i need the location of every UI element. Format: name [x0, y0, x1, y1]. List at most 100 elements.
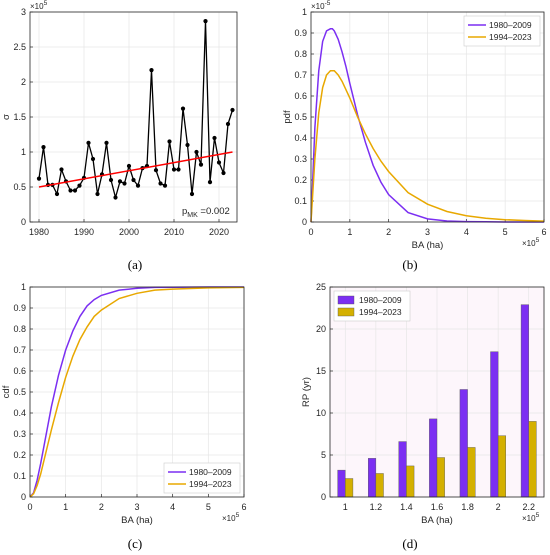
data-point-a-12 — [90, 156, 96, 162]
x-exponent-c: ×105 — [222, 512, 240, 523]
y-tick-label-a: 3 — [21, 7, 26, 17]
bar-d-s0-1 — [368, 458, 377, 498]
bar-d-s1-1 — [375, 473, 384, 498]
legend-swatch-d-1 — [337, 307, 355, 317]
x-tick-label-a: 1990 — [74, 227, 94, 237]
data-point-a-35 — [194, 149, 199, 155]
y-tick-label-d: 15 — [316, 366, 326, 376]
data-point-a-18 — [117, 179, 123, 184]
y-tick-label-b: 0.6 — [294, 91, 307, 101]
y-tick-label-b: 0.5 — [294, 112, 307, 122]
y-exponent-b: ×10-5 — [311, 0, 331, 11]
data-point-a-1 — [41, 145, 46, 150]
data-point-a-21 — [131, 177, 136, 183]
trend-line-a — [38, 151, 233, 188]
bar-d-s1-2 — [406, 465, 415, 498]
y-axis-label-a: σ — [1, 114, 12, 120]
data-point-a-0 — [36, 176, 42, 181]
y-tick-label-b: 0.7 — [294, 70, 307, 80]
legend-entry-b-0: 1980–2009 — [489, 20, 532, 30]
bar-d-s0-0 — [337, 469, 346, 498]
data-point-a-39 — [212, 135, 217, 141]
axes-frame-d — [329, 286, 545, 498]
bar-d-s1-4 — [467, 447, 476, 498]
legend-entry-b-1: 1994–2023 — [489, 32, 532, 42]
y-axis-label-c: cdf — [1, 385, 12, 398]
y-tick-label-a: 1 — [21, 147, 26, 157]
y-tick-label-a: 2 — [21, 77, 26, 87]
x-tick-label-b: 0 — [308, 227, 313, 237]
x-tick-label-d: 1.6 — [431, 502, 444, 512]
x-tick-label-c: 4 — [170, 502, 175, 512]
y-tick-label-c: 0.3 — [13, 429, 26, 439]
x-tick-label-d: 2.2 — [522, 502, 535, 512]
data-point-a-33 — [185, 142, 190, 148]
data-point-a-41 — [221, 170, 226, 176]
x-tick-label-a: 1980 — [29, 227, 49, 237]
y-tick-label-d: 25 — [316, 282, 326, 292]
y-tick-label-c: 0.9 — [13, 303, 26, 313]
bar-d-s0-3 — [429, 418, 438, 498]
y-tick-label-b: 0 — [302, 217, 307, 227]
data-point-a-7 — [68, 188, 73, 193]
data-point-a-38 — [207, 180, 213, 185]
x-tick-label-c: 0 — [27, 502, 32, 512]
bar-d-s1-0 — [345, 478, 354, 498]
y-tick-label-c: 0.1 — [13, 471, 26, 481]
x-axis-label-d: BA (ha) — [421, 515, 453, 526]
x-tick-label-a: 2000 — [119, 227, 139, 237]
y-tick-label-a: 0 — [21, 217, 26, 227]
data-point-a-31 — [176, 167, 181, 172]
x-tick-label-b: 3 — [425, 227, 430, 237]
data-point-a-40 — [216, 160, 222, 165]
legend-entry-d-1: 1994–2023 — [359, 307, 402, 317]
x-tick-label-d: 1 — [343, 502, 348, 512]
y-tick-label-a: 2.5 — [13, 42, 26, 52]
y-tick-label-d: 20 — [316, 324, 326, 334]
legend-entry-c-0: 1980–2009 — [189, 467, 232, 477]
legend-box-b — [463, 15, 541, 47]
axes-frame-b — [310, 11, 545, 223]
y-tick-label-c: 0.7 — [13, 345, 26, 355]
data-point-a-26 — [153, 168, 159, 173]
y-tick-label-b: 0.8 — [294, 49, 307, 59]
x-tick-label-b: 5 — [503, 227, 508, 237]
data-point-a-36 — [198, 162, 204, 167]
series-line-b-1 — [310, 70, 545, 223]
data-point-a-25 — [149, 68, 154, 73]
x-tick-label-c: 5 — [206, 502, 211, 512]
bar-d-s1-3 — [436, 457, 445, 498]
y-tick-label-b: 0.2 — [294, 175, 307, 185]
y-tick-label-a: 1.5 — [13, 112, 26, 122]
legend-entry-d-0: 1980–2009 — [359, 295, 402, 305]
x-tick-label-b: 4 — [464, 227, 469, 237]
series-line-a-0 — [38, 21, 234, 201]
bar-d-s1-6 — [528, 421, 537, 498]
legend-entry-c-1: 1994–2023 — [189, 479, 232, 489]
panel-label-a: (a) — [128, 257, 142, 272]
bar-d-s0-2 — [398, 441, 407, 498]
y-tick-label-c: 0.6 — [13, 366, 26, 376]
bar-d-s0-5 — [490, 351, 499, 498]
data-point-a-16 — [108, 177, 114, 183]
x-tick-label-b: 1 — [347, 227, 352, 237]
data-point-a-17 — [113, 195, 118, 200]
y-tick-label-d: 5 — [321, 450, 326, 460]
x-axis-label-c: BA (ha) — [121, 515, 153, 526]
data-point-a-22 — [135, 183, 141, 188]
data-point-a-37 — [203, 19, 208, 24]
panel-label-c: (c) — [128, 536, 142, 551]
y-tick-label-b: 0.4 — [294, 133, 307, 143]
x-tick-label-b: 2 — [386, 227, 391, 237]
legend-swatch-d-0 — [337, 295, 355, 305]
x-tick-label-d: 1.2 — [370, 502, 383, 512]
pmk-annotation-a: pMK =0.002 — [182, 206, 230, 219]
data-point-a-19 — [122, 181, 127, 186]
data-point-a-34 — [189, 191, 195, 197]
x-exponent-d: ×105 — [522, 512, 540, 523]
bar-d-s1-5 — [497, 435, 506, 498]
y-tick-label-c: 0.2 — [13, 450, 26, 460]
x-axis-label-b: BA (ha) — [412, 240, 444, 251]
y-tick-label-d: 10 — [316, 408, 326, 418]
